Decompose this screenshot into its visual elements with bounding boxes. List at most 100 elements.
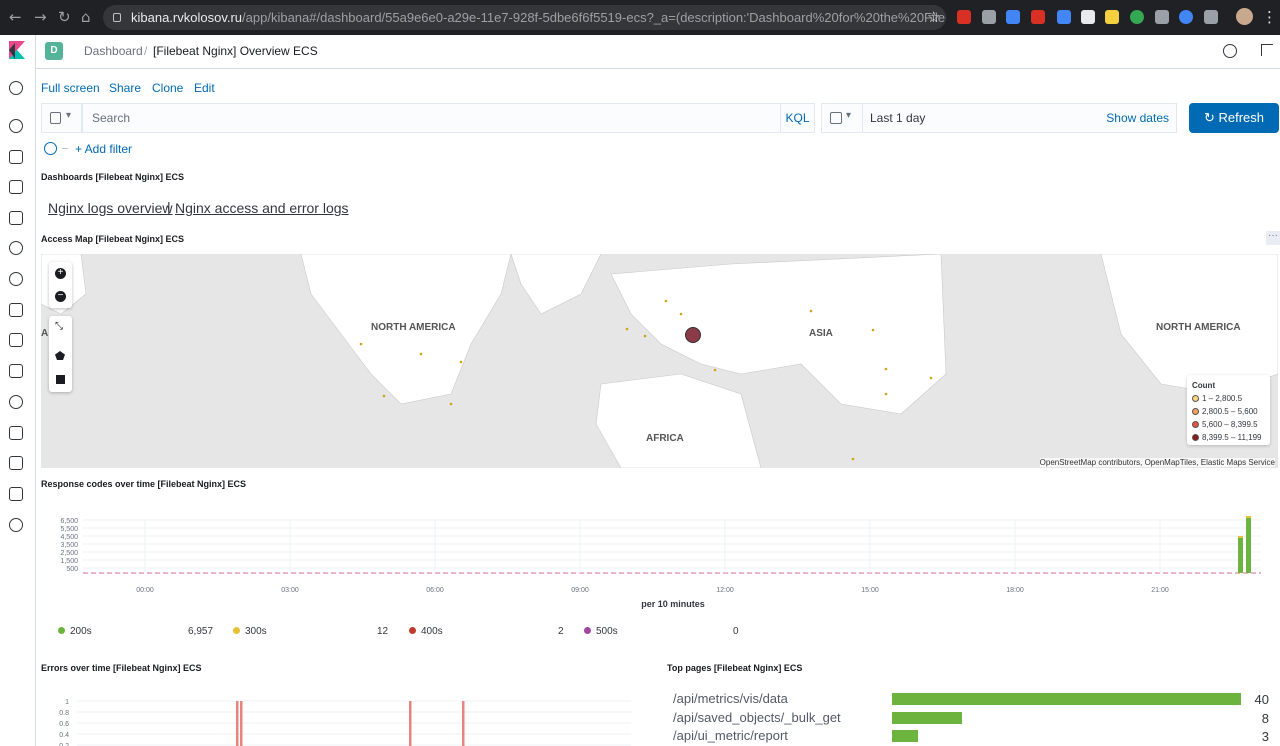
share-link[interactable]: Share	[109, 81, 142, 95]
map-point[interactable]	[713, 368, 717, 372]
back-icon[interactable]: ←	[9, 8, 22, 26]
zoom-in-icon[interactable]: +	[55, 268, 66, 279]
map-point[interactable]	[679, 312, 683, 316]
grammarly-icon[interactable]	[1130, 10, 1144, 24]
top-page-bar[interactable]	[892, 730, 919, 742]
legend-item: 1 – 2,800.5	[1192, 392, 1265, 405]
home-icon[interactable]: ⌂	[81, 8, 91, 26]
legend-300s[interactable]: 300s	[233, 626, 267, 637]
map-label-partial: A	[41, 328, 48, 339]
add-filter-button[interactable]: + Add filter	[75, 142, 133, 156]
legend-label-300s: 300s	[245, 626, 267, 637]
extension-icon[interactable]	[1031, 10, 1045, 24]
ml-icon[interactable]	[9, 272, 23, 286]
extension-icon[interactable]	[1105, 10, 1119, 24]
dev-tools-icon[interactable]	[9, 456, 23, 470]
uptime-icon[interactable]	[9, 395, 23, 409]
panel-options-icon[interactable]: ···	[1266, 231, 1280, 245]
map-point[interactable]	[664, 299, 668, 303]
space-avatar[interactable]: D	[45, 42, 63, 60]
show-dates-button[interactable]: Show dates	[1106, 111, 1169, 125]
kibana-logo-icon[interactable]	[9, 41, 25, 59]
map-cluster-marker[interactable]	[685, 327, 701, 343]
visualize-icon[interactable]	[9, 150, 23, 164]
forward-icon[interactable]: →	[34, 8, 47, 26]
dashboard-icon[interactable]	[9, 180, 23, 194]
legend-400s[interactable]: 400s	[409, 626, 443, 637]
map-point[interactable]	[809, 309, 813, 313]
map-point[interactable]	[929, 376, 933, 380]
logs-icon[interactable]	[9, 333, 23, 347]
breadcrumb-dashboard[interactable]: Dashboard	[84, 44, 143, 58]
top-page-bar[interactable]	[892, 693, 1241, 705]
legend-500s[interactable]: 500s	[584, 626, 618, 637]
canvas-icon[interactable]	[9, 211, 23, 225]
x-tick-label: 21:00	[1151, 587, 1169, 594]
map-point[interactable]	[625, 327, 629, 331]
maps-icon[interactable]	[9, 241, 23, 255]
nginx-logs-overview-link[interactable]: Nginx logs overview	[48, 200, 173, 216]
edit-link[interactable]: Edit	[194, 81, 215, 95]
map-point[interactable]	[643, 334, 647, 338]
map-point[interactable]	[419, 352, 423, 356]
discover-icon[interactable]	[9, 119, 23, 133]
siem-icon[interactable]	[9, 426, 23, 440]
y-tick-label: 0.6	[59, 721, 69, 728]
legend-200s[interactable]: 200s	[58, 626, 92, 637]
draw-polygon-icon[interactable]	[55, 351, 65, 360]
saved-query-button[interactable]: ▾	[41, 103, 82, 133]
infrastructure-icon[interactable]	[9, 303, 23, 317]
map-point[interactable]	[871, 328, 875, 332]
map-draw-controls: ⤡	[49, 316, 72, 392]
draw-bounds-icon[interactable]	[56, 375, 65, 384]
clone-link[interactable]: Clone	[152, 81, 184, 95]
fit-bounds-icon[interactable]: ⤡	[55, 321, 63, 332]
recent-icon[interactable]	[9, 81, 23, 95]
extension-icon[interactable]	[1057, 10, 1071, 24]
map-point[interactable]	[382, 394, 386, 398]
refresh-button[interactable]: ↻ Refresh	[1189, 103, 1279, 133]
extension-icon[interactable]	[1155, 10, 1169, 24]
extension-icon[interactable]	[1081, 10, 1095, 24]
nginx-access-error-logs-link[interactable]: Nginx access and error logs	[175, 200, 349, 216]
y-tick-label: 5,500	[60, 526, 78, 533]
top-page-label: /api/ui_metric/report	[673, 728, 788, 743]
kql-toggle[interactable]: KQL	[780, 103, 815, 133]
mail-icon[interactable]	[1261, 44, 1273, 56]
map-point[interactable]	[851, 457, 855, 461]
extension-icon[interactable]	[982, 10, 996, 24]
legend-label: 8,399.5 – 11,199	[1202, 433, 1262, 442]
quick-date-menu-button[interactable]: ▾	[821, 103, 863, 133]
top-page-bar[interactable]	[892, 712, 962, 724]
reload-icon[interactable]: ↻	[58, 8, 71, 26]
date-range-display[interactable]: Last 1 day Show dates	[862, 103, 1177, 133]
filter-options-icon[interactable]	[44, 142, 57, 155]
zoom-out-icon[interactable]: −	[55, 291, 66, 302]
apm-icon[interactable]	[9, 364, 23, 378]
search-input[interactable]: Search	[82, 103, 781, 133]
bookmark-star-icon[interactable]: ☆	[927, 8, 941, 26]
profile-avatar[interactable]	[1236, 8, 1253, 25]
map-point[interactable]	[459, 360, 463, 364]
bar-300s	[1238, 536, 1243, 538]
extension-icon[interactable]	[1204, 10, 1218, 24]
map-point[interactable]	[359, 342, 363, 346]
help-icon[interactable]	[1223, 44, 1237, 58]
address-bar[interactable]: kibana.rvkolosov.ru/app/kibana#/dashboar…	[103, 5, 946, 30]
management-gear-icon[interactable]	[9, 518, 23, 532]
more-icon[interactable]: ⋮	[1262, 8, 1277, 26]
monitoring-icon[interactable]	[9, 487, 23, 501]
map-point[interactable]	[449, 402, 453, 406]
map-point[interactable]	[884, 392, 888, 396]
map-attribution[interactable]: OpenStreetMap contributors, OpenMapTiles…	[1039, 458, 1275, 467]
full-screen-link[interactable]: Full screen	[41, 81, 100, 95]
errors-chart[interactable]: 1 0.8 0.6 0.4 0.2	[41, 693, 641, 746]
access-map[interactable]: NORTH AMERICA ASIA AFRICA NORTH AMERICA …	[41, 254, 1278, 468]
y-tick-label: 500	[66, 566, 78, 573]
map-label-asia: ASIA	[809, 328, 833, 339]
adblock-extension-icon[interactable]	[957, 10, 971, 24]
extension-icon[interactable]	[1179, 10, 1193, 24]
map-point[interactable]	[884, 367, 888, 371]
translate-extension-icon[interactable]	[1006, 10, 1020, 24]
